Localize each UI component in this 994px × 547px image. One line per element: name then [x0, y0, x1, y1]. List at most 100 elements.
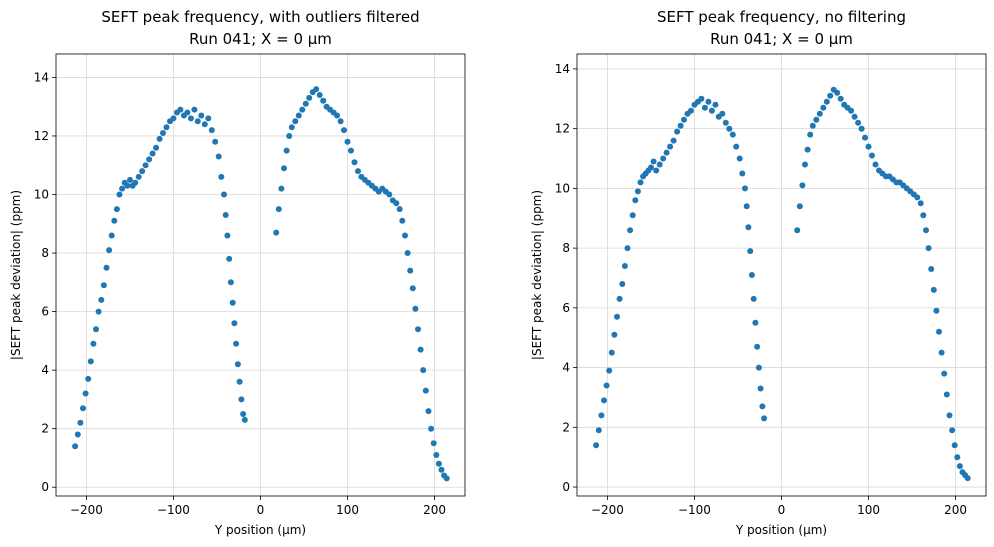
data-point [634, 188, 641, 195]
data-point [688, 107, 694, 114]
data-point [241, 416, 248, 423]
data-point [611, 331, 618, 338]
y-tick-label: 6 [41, 305, 49, 319]
data-point [726, 125, 733, 132]
data-point [809, 122, 816, 129]
data-point [407, 267, 414, 274]
data-point [872, 161, 879, 168]
y-tick-label: 12 [555, 122, 570, 136]
data-point [920, 212, 927, 219]
x-tick-label: 0 [778, 503, 786, 517]
data-point [865, 143, 872, 150]
data-point [739, 170, 746, 177]
data-point [862, 134, 868, 141]
y-tick-label: 8 [41, 246, 49, 260]
chart-title: SEFT peak frequency, with outliers filte… [101, 8, 419, 26]
y-tick-label: 2 [41, 422, 49, 436]
x-axis-label: Y position (µm) [214, 523, 306, 537]
data-point [222, 212, 229, 218]
data-point [949, 427, 956, 434]
data-point [72, 443, 79, 450]
data-point [938, 349, 945, 356]
data-point [629, 212, 636, 219]
data-point [705, 98, 712, 105]
data-point [113, 206, 120, 213]
x-tick-label: 100 [336, 503, 359, 517]
data-point [813, 116, 820, 123]
y-tick-label: 4 [562, 361, 570, 375]
data-point [194, 118, 201, 125]
data-point [334, 112, 341, 119]
x-tick-label: 200 [944, 503, 967, 517]
data-point [820, 104, 827, 111]
data-point [748, 272, 755, 278]
data-point [928, 266, 935, 272]
data-point [156, 135, 163, 142]
data-point [799, 182, 806, 189]
data-point [198, 112, 205, 119]
data-point [306, 94, 313, 101]
data-point [595, 427, 602, 434]
data-point [286, 133, 293, 139]
data-point [637, 179, 644, 186]
x-tick-label: −200 [70, 503, 103, 517]
data-point [923, 227, 929, 234]
data-point [85, 375, 92, 382]
data-point [337, 118, 344, 125]
data-point [191, 106, 198, 113]
data-point [212, 138, 219, 145]
y-tick-label: 12 [34, 129, 49, 143]
data-point [348, 147, 354, 154]
data-points [72, 86, 450, 482]
data-point [399, 217, 406, 224]
data-point [433, 452, 440, 458]
data-point [227, 279, 234, 286]
data-point [757, 385, 764, 392]
data-point [936, 328, 942, 335]
data-point [236, 378, 243, 385]
data-point [425, 408, 432, 415]
data-point [396, 206, 403, 213]
chart-subtitle: Run 041; X = 0 µm [189, 30, 332, 48]
data-point [742, 185, 748, 192]
data-point [614, 313, 620, 320]
y-axis-label: |SEFT peak deviation| (ppm) [9, 190, 23, 360]
data-point [601, 397, 607, 404]
data-point [111, 217, 118, 224]
data-point [954, 454, 961, 461]
data-point [124, 182, 131, 189]
data-point [288, 124, 295, 131]
data-point [409, 285, 416, 292]
data-point [229, 299, 236, 306]
data-point [163, 124, 170, 131]
y-tick-label: 2 [562, 420, 570, 434]
y-tick-label: 0 [41, 480, 49, 494]
data-point [355, 168, 361, 175]
data-point [708, 107, 715, 114]
data-point [650, 158, 657, 165]
data-point [933, 307, 940, 314]
data-point [119, 185, 126, 192]
data-point [698, 95, 705, 102]
data-point [90, 340, 97, 347]
data-point [132, 179, 139, 186]
data-point [108, 232, 115, 239]
data-point [621, 263, 628, 269]
data-point [215, 153, 222, 160]
data-point [807, 131, 814, 138]
data-point [420, 367, 427, 374]
x-tick-label: −100 [678, 503, 711, 517]
y-tick-label: 10 [34, 188, 49, 202]
data-point [170, 115, 177, 122]
chart-filtered: SEFT peak frequency, with outliers filte… [9, 8, 466, 537]
data-points [593, 86, 971, 482]
y-tick-label: 8 [562, 241, 570, 255]
data-point [674, 128, 681, 135]
data-point [827, 92, 834, 99]
data-point [729, 131, 736, 138]
data-point [802, 161, 808, 168]
x-tick-label: 200 [423, 503, 446, 517]
y-axis-label: |SEFT peak deviation| (ppm) [530, 190, 544, 360]
data-point [87, 358, 94, 365]
data-point [656, 161, 663, 168]
